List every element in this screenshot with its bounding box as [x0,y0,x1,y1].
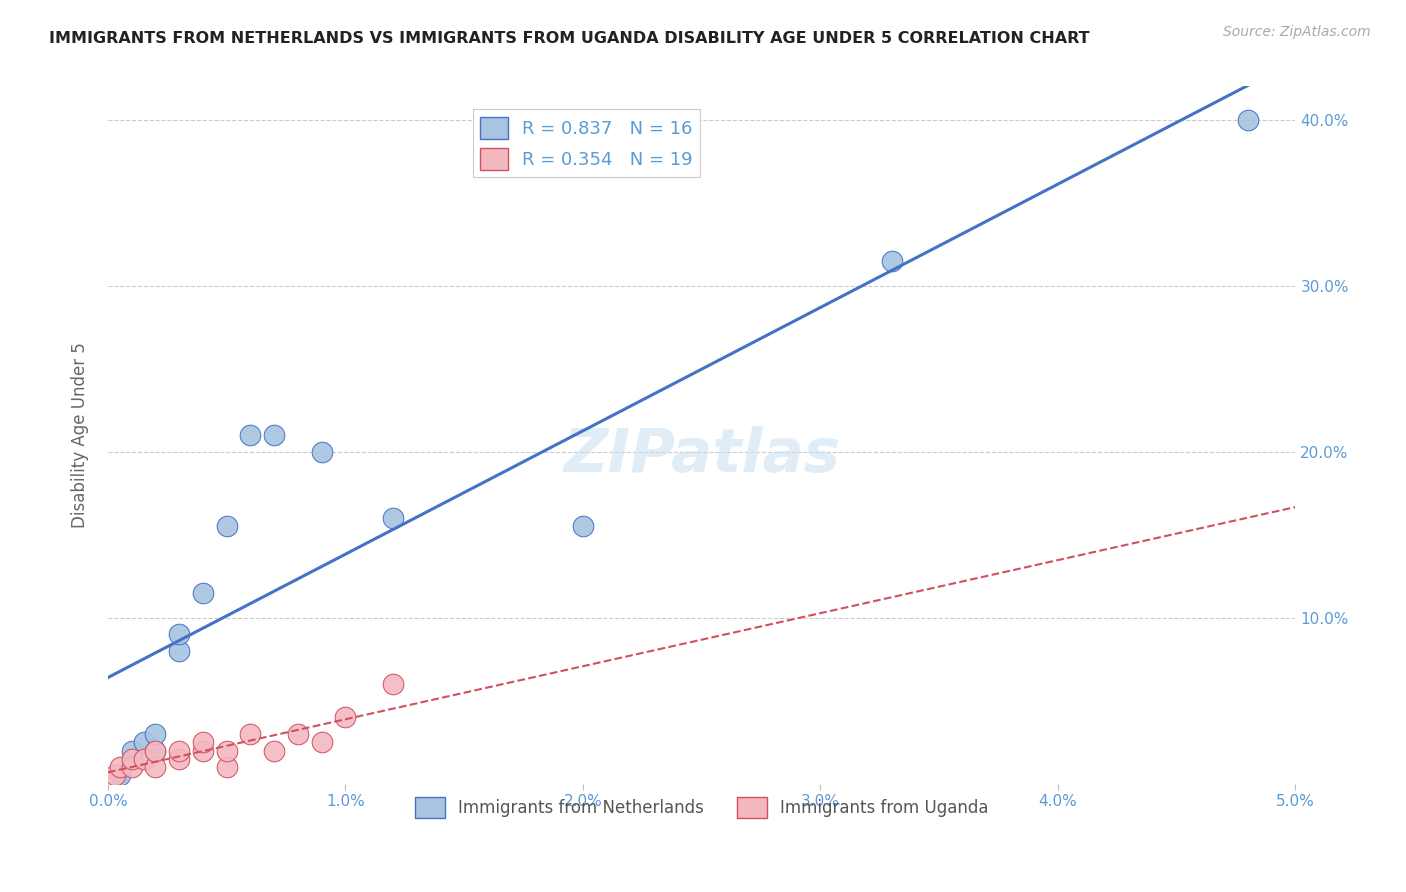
Point [121,752,143,766]
Point [572,519,595,533]
Point [311,444,333,458]
Point [104,768,127,782]
Point [145,727,167,741]
Point [311,735,333,749]
Point [108,760,131,774]
Y-axis label: Disability Age Under 5: Disability Age Under 5 [72,343,89,528]
Point [335,710,357,724]
Point [191,586,214,600]
Point [287,727,309,741]
Point [239,428,262,442]
Point [382,511,405,525]
Point [108,768,131,782]
Text: ZIPatlas: ZIPatlas [564,426,841,485]
Point [145,743,167,757]
Point [1237,112,1260,127]
Point [132,752,155,766]
Point [215,743,238,757]
Point [215,519,238,533]
Point [145,760,167,774]
Point [167,627,190,641]
Point [191,735,214,749]
Point [121,743,143,757]
Point [382,677,405,691]
Point [215,760,238,774]
Point [167,644,190,658]
Point [263,428,285,442]
Point [167,743,190,757]
Point [167,752,190,766]
Point [880,253,903,268]
Point [145,743,167,757]
Legend: Immigrants from Netherlands, Immigrants from Uganda: Immigrants from Netherlands, Immigrants … [408,790,995,824]
Text: IMMIGRANTS FROM NETHERLANDS VS IMMIGRANTS FROM UGANDA DISABILITY AGE UNDER 5 COR: IMMIGRANTS FROM NETHERLANDS VS IMMIGRANT… [49,31,1090,46]
Point [239,727,262,741]
Point [132,735,155,749]
Point [121,760,143,774]
Text: Source: ZipAtlas.com: Source: ZipAtlas.com [1223,25,1371,39]
Point [263,743,285,757]
Point [191,743,214,757]
